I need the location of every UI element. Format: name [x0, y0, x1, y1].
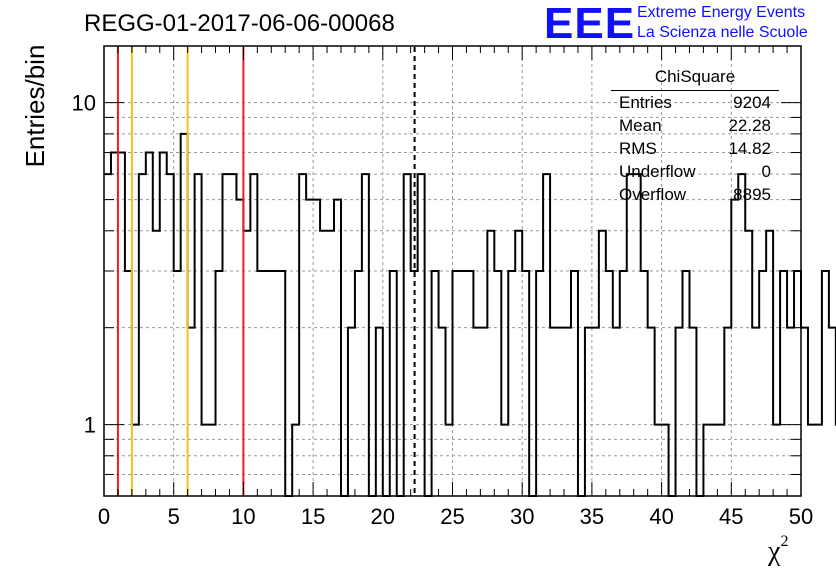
stats-row-entries: Entries 9204	[611, 91, 779, 114]
chart-title: REGG-01-2017-06-06-00068	[84, 10, 395, 37]
eee-logo: EEE Extreme Energy Events La Scienza nel…	[544, 0, 808, 48]
x-axis-label-symbol: χ	[768, 536, 781, 567]
x-tick-label: 35	[580, 504, 604, 529]
x-tick-label: 30	[510, 504, 534, 529]
x-tick-label: 45	[719, 504, 743, 529]
stats-value: 9204	[733, 93, 771, 112]
x-axis-label-superscript: 2	[780, 532, 789, 550]
x-tick-label: 25	[440, 504, 464, 529]
x-tick-label: 0	[98, 504, 110, 529]
stats-row-overflow: Overflow 8895	[611, 183, 779, 206]
stats-box: ChiSquare Entries 9204 Mean 22.28 RMS 14.82…	[611, 67, 779, 206]
histogram-series	[104, 132, 836, 497]
stats-value: 8895	[733, 185, 771, 204]
x-tick-label: 5	[168, 504, 180, 529]
stats-row-rms: RMS 14.82	[611, 137, 779, 160]
stats-label: Underflow	[619, 162, 696, 181]
x-tick-label: 50	[789, 504, 813, 529]
stats-title: ChiSquare	[611, 67, 779, 91]
stats-value: 0	[761, 162, 771, 181]
stats-value: 22.28	[728, 116, 771, 135]
stats-label: Overflow	[619, 185, 687, 204]
logo-mark: EEE	[544, 0, 636, 48]
logo-text-line1: Extreme Energy Events	[637, 4, 806, 21]
stats-value: 14.82	[728, 139, 771, 158]
stats-label: Entries	[619, 93, 672, 112]
stats-row-mean: Mean 22.28	[611, 114, 779, 137]
stats-row-underflow: Underflow 0	[611, 160, 779, 183]
stats-label: RMS	[619, 139, 657, 158]
y-tick-label: 1	[84, 413, 96, 438]
stats-label: Mean	[619, 116, 662, 135]
logo-text-line2: La Scienza nelle Scuole	[637, 24, 808, 41]
x-tick-label: 40	[649, 504, 673, 529]
x-axis-label: χ2	[768, 532, 789, 568]
x-tick-label: 10	[231, 504, 255, 529]
x-tick-label: 20	[371, 504, 395, 529]
y-tick-label: 10	[72, 91, 96, 116]
x-tick-label: 15	[301, 504, 325, 529]
